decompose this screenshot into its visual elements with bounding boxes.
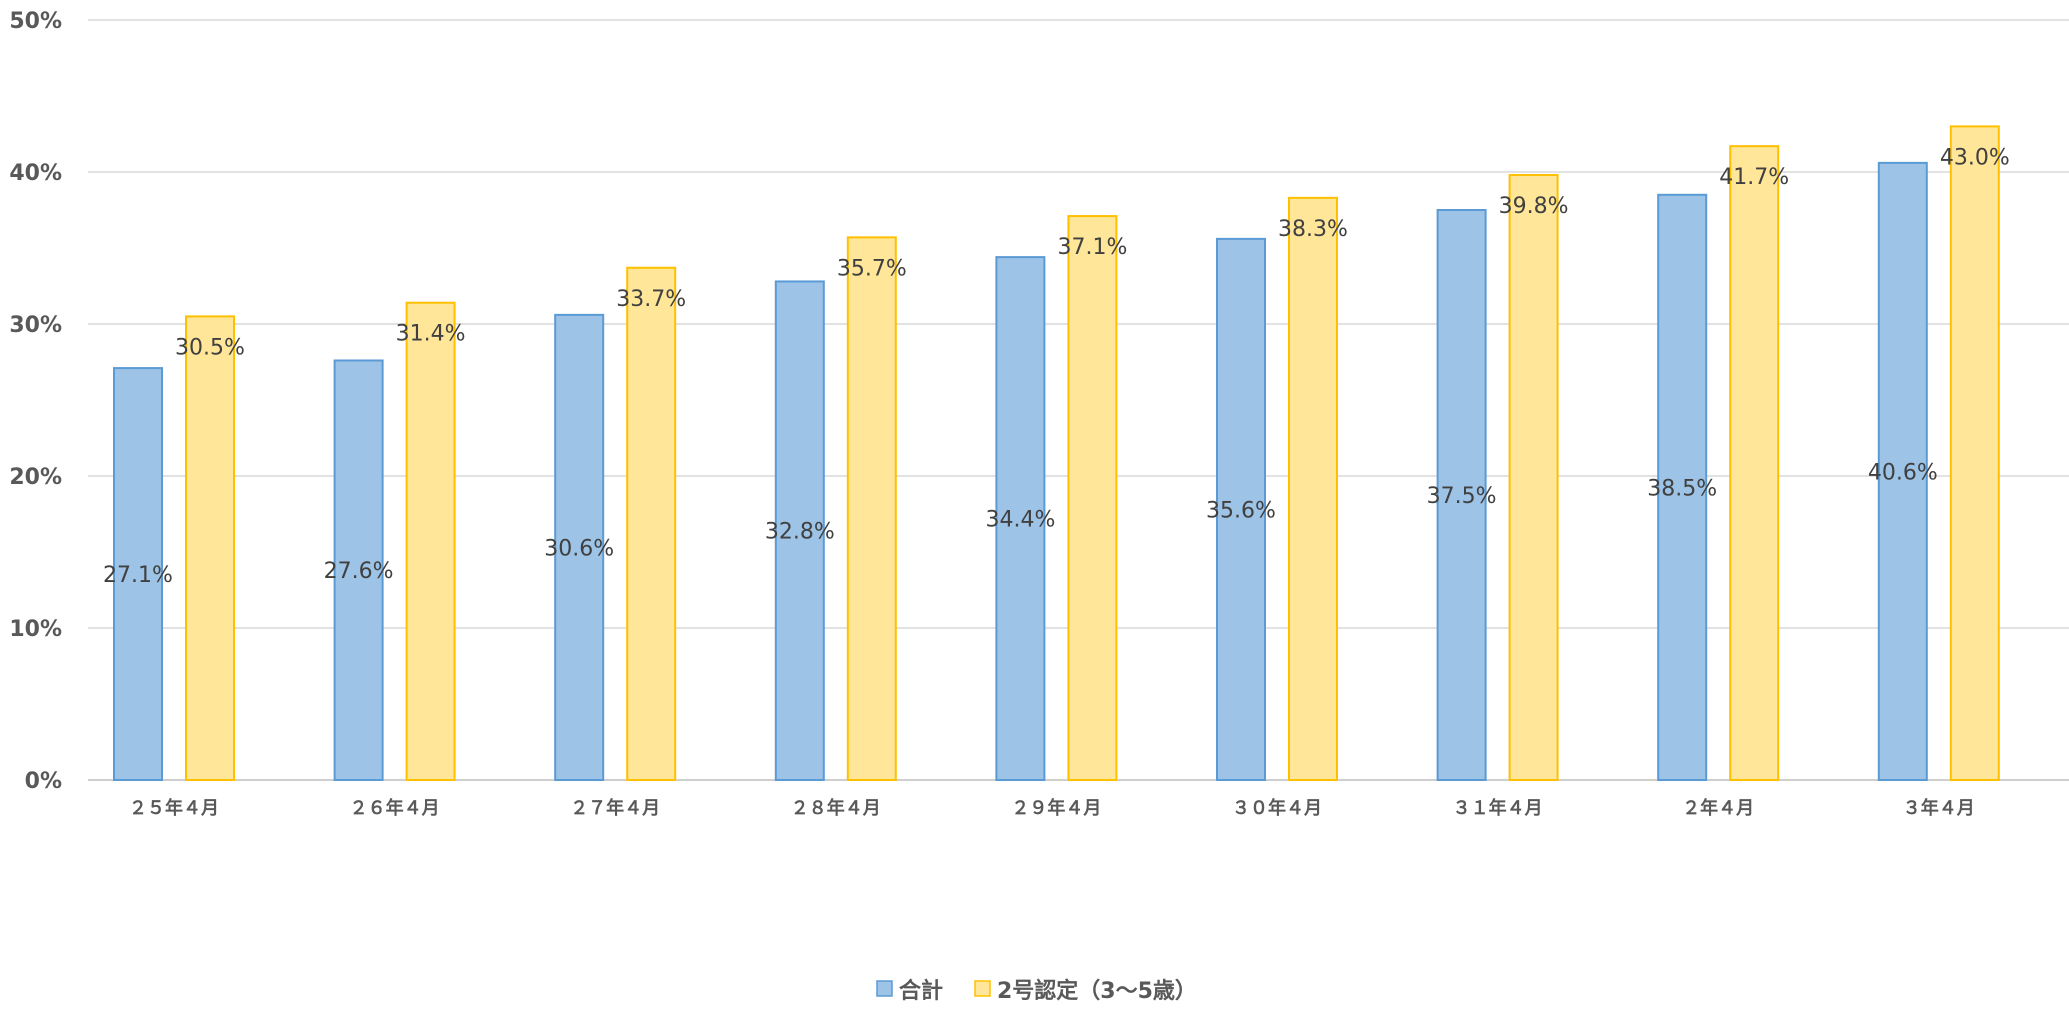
data-label: 37.5% xyxy=(1427,484,1497,509)
data-label: 31.4% xyxy=(396,322,466,347)
data-label: 43.0% xyxy=(1940,145,2010,170)
plot-area xyxy=(113,125,2000,782)
bar-total xyxy=(554,313,605,781)
bar-total xyxy=(995,256,1046,781)
y-axis: 0% 10% 20% 30% 40% 50% xyxy=(9,9,62,794)
legend-swatch xyxy=(974,980,991,997)
bar-total xyxy=(1657,193,1708,782)
bar-type2 xyxy=(1508,174,1559,782)
bar-type2 xyxy=(1729,145,1780,782)
y-tick-label: 0% xyxy=(25,769,62,794)
bar-type2 xyxy=(1949,125,2000,781)
bar-type2 xyxy=(1288,196,1338,781)
data-label: 33.7% xyxy=(616,287,686,312)
bar-type2 xyxy=(185,315,235,781)
y-tick-label: 30% xyxy=(9,313,62,338)
data-label: 30.6% xyxy=(544,536,614,561)
x-tick-label: ２７年４月 xyxy=(570,797,660,819)
x-tick-label: ３１年４月 xyxy=(1453,797,1543,819)
y-tick-label: 50% xyxy=(9,9,62,34)
data-label: 35.7% xyxy=(837,256,907,281)
data-label: 30.5% xyxy=(175,335,245,360)
bar-total xyxy=(1216,237,1266,781)
x-tick-label: ２６年４月 xyxy=(350,797,440,819)
y-tick-label: 40% xyxy=(9,161,62,186)
x-tick-label: ２８年４月 xyxy=(791,797,881,819)
data-label: 40.6% xyxy=(1868,460,1938,485)
legend-swatch xyxy=(876,980,893,997)
bar-type2 xyxy=(1067,215,1118,781)
x-tick-label: ３０年４月 xyxy=(1232,797,1322,819)
bar-total xyxy=(113,367,163,781)
x-tick-label: ２５年４月 xyxy=(129,797,219,819)
data-label: 38.3% xyxy=(1278,217,1348,242)
x-tick-label: ２年４月 xyxy=(1682,797,1754,819)
bar-total xyxy=(1877,161,1928,781)
bar-total xyxy=(774,280,825,781)
data-label: 27.1% xyxy=(103,563,173,588)
data-label: 27.6% xyxy=(324,559,394,584)
legend-label: 2号認定（3～5歳） xyxy=(997,978,1197,1004)
x-axis: ２５年４月 ２６年４月 ２７年４月 ２８年４月 ２９年４月 ３０年４月 ３１年４月 ２年４月 ３… xyxy=(129,797,1975,819)
data-label: 35.6% xyxy=(1206,498,1276,523)
data-label: 39.8% xyxy=(1499,194,1569,219)
bar-total xyxy=(1436,209,1487,781)
x-tick-label: ２９年４月 xyxy=(1011,797,1101,819)
data-label: 41.7% xyxy=(1719,165,1789,190)
bar-type2 xyxy=(626,266,677,781)
bar-type2 xyxy=(846,236,897,782)
y-tick-label: 20% xyxy=(9,465,62,490)
data-label: 37.1% xyxy=(1057,235,1127,260)
data-labels: 27.1% 27.6% 30.6% 32.8% 34.4% 35.6% 37.5% 38.5%… xyxy=(103,145,2010,588)
legend-label: 合計 xyxy=(899,978,943,1004)
data-label: 34.4% xyxy=(985,508,1055,533)
data-label: 32.8% xyxy=(765,520,835,545)
y-tick-label: 10% xyxy=(9,617,62,642)
bar-type2 xyxy=(405,301,456,781)
legend: 合計 2号認定（3～5歳） xyxy=(876,978,1197,1004)
x-tick-label: ３年４月 xyxy=(1903,797,1975,819)
data-label: 38.5% xyxy=(1647,476,1717,501)
bar-total xyxy=(333,359,384,781)
